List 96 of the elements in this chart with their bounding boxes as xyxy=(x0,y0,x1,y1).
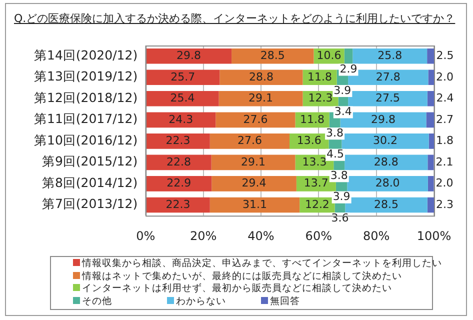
data-label: 25.8 xyxy=(378,48,402,62)
data-label: 31.1 xyxy=(242,198,267,211)
bar xyxy=(428,176,434,192)
data-label: 1.8 xyxy=(436,134,454,148)
data-label: 2.5 xyxy=(436,48,454,62)
x-tick-label: 40% xyxy=(248,228,274,243)
data-label: 27.5 xyxy=(375,92,400,105)
bar xyxy=(146,176,212,192)
data-label: 30.2 xyxy=(373,134,398,148)
x-tick-label: 20% xyxy=(190,228,217,243)
data-label: 28.5 xyxy=(260,48,285,62)
data-label: 22.8 xyxy=(166,155,191,168)
data-label: 13.6 xyxy=(296,134,322,148)
data-label: 13.7 xyxy=(304,176,328,190)
bar xyxy=(210,197,300,213)
bar xyxy=(211,154,296,170)
bar xyxy=(427,91,434,106)
data-label: 28.8 xyxy=(248,70,274,84)
bar xyxy=(146,134,210,149)
data-label: 2.3 xyxy=(436,198,454,211)
data-label: 22.3 xyxy=(166,134,190,148)
bar xyxy=(342,134,429,149)
data-label: 12.3 xyxy=(308,92,333,105)
bar xyxy=(218,91,303,106)
data-label: 27.6 xyxy=(237,134,262,148)
chart-title: Q.どの医療保険に加入するか決める際、インターネットをどのように利用したいですか？ xyxy=(14,11,456,26)
data-label: 2.7 xyxy=(436,112,454,126)
y-tick-label: 第13回(2019/12) xyxy=(34,68,138,84)
bar xyxy=(212,176,296,192)
data-label: 29.1 xyxy=(241,155,266,168)
bar xyxy=(146,197,210,213)
bar xyxy=(427,197,434,213)
data-label: 27.8 xyxy=(376,70,400,84)
data-label: 29.4 xyxy=(242,176,266,190)
legend-label: わからない xyxy=(176,296,226,306)
data-label: 4.5 xyxy=(326,148,344,161)
bar xyxy=(344,154,428,170)
legend-label: インターネットは利用せず、最初から販売員などに相談して決めたい xyxy=(82,283,392,294)
bar xyxy=(428,154,434,170)
data-label: 3.9 xyxy=(334,84,352,97)
data-label: 29.8 xyxy=(370,112,396,126)
data-label: 3.8 xyxy=(326,126,344,140)
bar xyxy=(232,48,314,64)
data-label: 10.6 xyxy=(316,48,342,62)
bar xyxy=(146,48,232,64)
legend-label: 無回答 xyxy=(270,296,300,306)
legend-label: 情報はネットで集めたいが、最終的には販売員などに相談して決めたい xyxy=(82,270,402,282)
bar xyxy=(344,48,353,64)
data-label: 25.7 xyxy=(170,70,196,84)
bar xyxy=(216,112,296,128)
x-tick-label: 60% xyxy=(305,228,332,243)
bar xyxy=(146,91,219,106)
x-tick-label: 100% xyxy=(416,228,452,243)
y-tick-label: 第14回(2020/12) xyxy=(34,47,138,62)
data-label: 28.8 xyxy=(374,155,398,168)
bar xyxy=(428,70,434,86)
y-tick-label: 第9回(2015/12) xyxy=(42,154,138,169)
data-label: 2.0 xyxy=(436,176,454,190)
bar xyxy=(146,70,220,86)
bar xyxy=(428,134,434,149)
bar xyxy=(426,112,434,128)
x-tick-label: 80% xyxy=(362,228,390,243)
data-label: 24.3 xyxy=(168,112,194,126)
data-label: 3.4 xyxy=(334,105,352,118)
y-tick-label: 第7回(2013/12) xyxy=(42,196,138,212)
data-label: 3.9 xyxy=(332,190,350,204)
bar xyxy=(220,70,303,86)
data-label: 28.5 xyxy=(374,198,399,211)
legend-label: 情報収集から相談、商品決定、申込みまで、すべてインターネットを利用したい xyxy=(82,258,442,269)
data-label: 27.6 xyxy=(243,112,268,126)
y-tick-label: 第10回(2016/12) xyxy=(34,132,138,148)
data-label: 13.3 xyxy=(302,155,327,168)
data-label: 3.6 xyxy=(331,211,349,224)
data-label: 29.1 xyxy=(248,92,274,105)
data-label: 29.8 xyxy=(176,48,202,62)
data-label: 25.4 xyxy=(170,92,195,105)
data-label: 3.8 xyxy=(330,168,348,182)
data-label: 22.9 xyxy=(166,176,192,190)
data-label: 12.2 xyxy=(304,198,330,211)
bar xyxy=(210,134,290,149)
legend-label: その他 xyxy=(82,296,112,306)
y-tick-label: 第8回(2014/12) xyxy=(42,174,138,190)
bar xyxy=(427,48,434,64)
x-tick-label: 0% xyxy=(136,228,156,243)
y-tick-label: 第11回(2017/12) xyxy=(34,111,138,126)
data-label: 2.4 xyxy=(436,92,454,105)
data-label: 11.8 xyxy=(300,112,325,126)
bar xyxy=(347,176,428,192)
data-label: 2.9 xyxy=(340,62,358,76)
y-tick-label: 第12回(2018/12) xyxy=(34,90,138,105)
data-label: 11.8 xyxy=(308,70,332,84)
data-label: 2.0 xyxy=(436,70,454,84)
data-label: 28.0 xyxy=(375,176,400,190)
bar xyxy=(352,48,428,64)
data-label: 2.1 xyxy=(436,155,454,168)
data-label: 22.3 xyxy=(166,198,190,211)
